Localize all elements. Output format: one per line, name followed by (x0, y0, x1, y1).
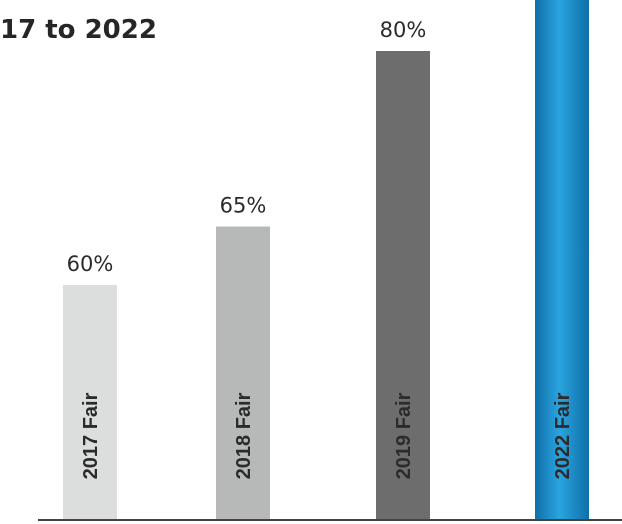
category-label: 2017 Fair (80, 392, 102, 479)
category-label: 2022 Fair (552, 392, 574, 479)
bar-2019-fair (376, 51, 430, 519)
category-label: 2018 Fair (233, 392, 255, 479)
chart-title: 17 to 2022 (0, 15, 157, 45)
category-label: 2019 Fair (393, 392, 415, 479)
data-label: 80% (380, 18, 427, 42)
data-label: 65% (220, 194, 267, 218)
bar-2022-fair (535, 0, 589, 519)
bar-2017-fair (63, 285, 117, 519)
data-label: 60% (67, 252, 114, 276)
bar-2018-fair (216, 226, 270, 519)
